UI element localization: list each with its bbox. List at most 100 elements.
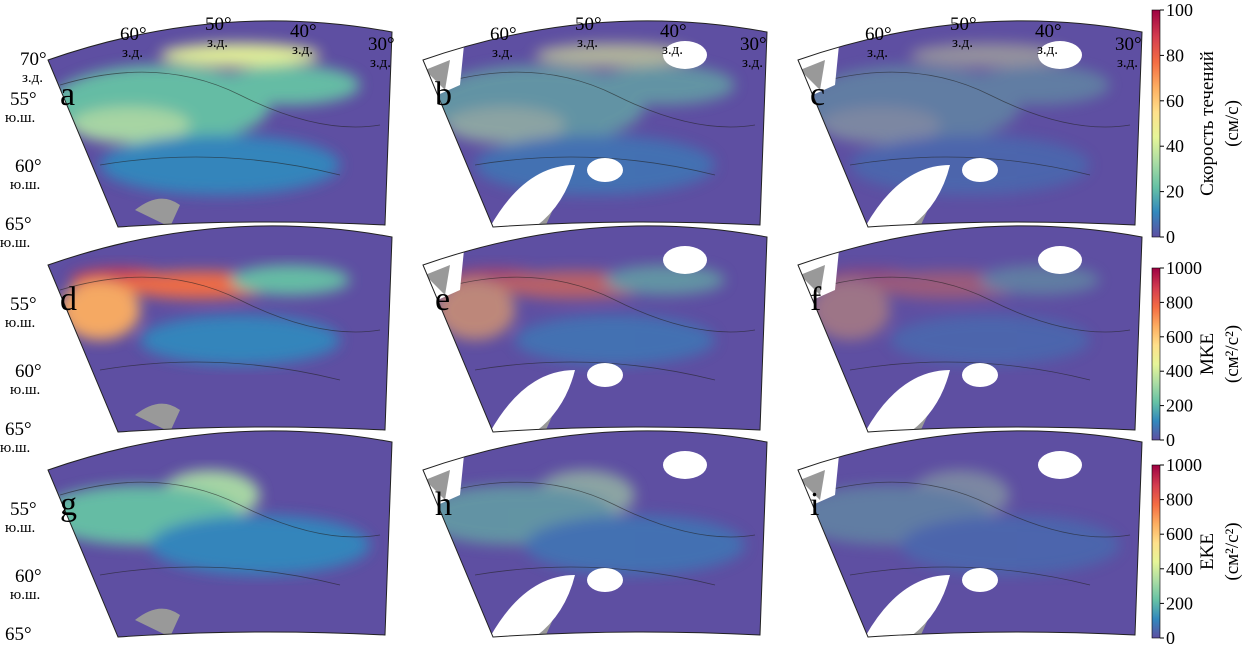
field-blob (810, 280, 890, 340)
lat-degree: 55° (10, 294, 37, 315)
land (135, 403, 180, 432)
field-blob (100, 135, 340, 195)
map-field (798, 20, 1142, 227)
contour (434, 276, 756, 381)
lat-hemisphere: ю.ш. (0, 440, 30, 456)
map-field (423, 20, 767, 227)
land (800, 470, 825, 500)
colorbar-tick-label: 400 (1166, 559, 1193, 579)
lon-hemisphere: з.д. (742, 55, 763, 71)
field-blob (60, 280, 140, 340)
field-blob (70, 107, 190, 143)
field-blobs (798, 470, 1120, 575)
colorbar-tick-label: 80 (1166, 45, 1184, 65)
map-panel: i (797, 430, 1143, 638)
lon-degree: 50° (950, 14, 977, 35)
field-blob (900, 515, 1120, 575)
map-panel: d55°ю.ш.60°ю.ш.65°ю.ш. (0, 225, 393, 456)
contour (809, 71, 1131, 176)
field-blobs (60, 265, 350, 365)
panel-border (422, 225, 768, 433)
lon-hemisphere: з.д. (662, 42, 683, 58)
colorbar-tick-label: 0 (1166, 430, 1175, 450)
ice-mask (962, 568, 998, 592)
panel-border (47, 430, 393, 638)
ice-mask (865, 370, 950, 432)
lon-hemisphere: з.д. (867, 45, 888, 61)
panel-letter: f (810, 281, 822, 318)
field-blob (980, 265, 1100, 295)
colorbar-tick-label: 600 (1166, 327, 1193, 347)
lon-degree: 60° (120, 24, 147, 45)
field-blobs (48, 470, 370, 575)
ice-mask (587, 363, 623, 387)
lon-hemisphere: з.д. (22, 70, 43, 86)
field-blob (435, 280, 515, 340)
lon-degree: 30° (1115, 34, 1142, 55)
lon-hemisphere: з.д. (292, 42, 313, 58)
panel-border (797, 225, 1143, 433)
map-field (423, 225, 767, 432)
map-field (48, 20, 392, 227)
colorbar-tick-label: 200 (1166, 593, 1193, 613)
panel-letter: e (435, 281, 450, 318)
colorbar-tick-label: 200 (1166, 396, 1193, 416)
map-field (798, 225, 1142, 432)
lon-hemisphere: з.д. (952, 35, 973, 51)
ice-mask (1038, 246, 1082, 274)
lon-hemisphere: з.д. (577, 35, 598, 51)
field-blob (515, 315, 715, 365)
colorbar-label: EKE (1197, 533, 1218, 570)
field-blob (140, 315, 340, 365)
panel-border (422, 20, 768, 228)
panel-letter: d (60, 281, 77, 318)
lon-hemisphere: з.д. (207, 35, 228, 51)
lon-degree: 30° (368, 34, 395, 55)
map-field (423, 430, 767, 637)
ice-mask (865, 165, 950, 227)
lat-hemisphere: ю.ш. (10, 177, 40, 193)
colorbar (1151, 464, 1161, 639)
land (425, 60, 450, 90)
colorbar-tick-label: 800 (1166, 490, 1193, 510)
land (800, 60, 825, 90)
land (135, 198, 180, 227)
ice-mask (663, 451, 707, 479)
field-blobs (50, 43, 360, 195)
contour (809, 276, 1131, 381)
map-field (798, 430, 1142, 637)
ice-mask (1038, 451, 1082, 479)
map-panel: g55°ю.ш.60°ю.ш.65°ю.ш. (0, 430, 393, 652)
land (425, 265, 450, 295)
map-panel: c60°з.д.50°з.д.40°з.д. 30°з.д. (797, 14, 1143, 228)
lon-hemisphere: з.д. (370, 55, 391, 71)
contour (59, 481, 381, 586)
colorbar (1151, 267, 1161, 441)
colorbar-unit: (см²/с²) (1222, 522, 1243, 580)
ice-mask (587, 158, 623, 182)
colorbar-tick-label: 1000 (1166, 455, 1202, 475)
lon-hemisphere: з.д. (122, 45, 143, 61)
lon-degree: 50° (575, 14, 602, 35)
field-blobs (423, 470, 745, 575)
map-panel: h (422, 430, 768, 638)
field-blob (220, 65, 360, 105)
field-blob (605, 265, 725, 295)
panel-border (47, 225, 393, 433)
lon-degree: 60° (490, 24, 517, 45)
colorbar-tick-label: 800 (1166, 292, 1193, 312)
field-blob (595, 65, 735, 105)
lat-degree: 60° (15, 566, 42, 587)
ice-mask (962, 363, 998, 387)
ice-mask (490, 575, 575, 637)
lon-hemisphere: з.д. (492, 45, 513, 61)
panel-border (47, 20, 393, 228)
colorbar-tick-label: 0 (1166, 227, 1175, 247)
panel-border (422, 430, 768, 638)
lat-hemisphere: ю.ш. (5, 520, 35, 536)
ice-mask (490, 165, 575, 227)
panel-border (797, 20, 1143, 228)
land (800, 265, 825, 295)
colorbar-tick-label: 40 (1166, 136, 1184, 156)
field-blob (890, 315, 1090, 365)
